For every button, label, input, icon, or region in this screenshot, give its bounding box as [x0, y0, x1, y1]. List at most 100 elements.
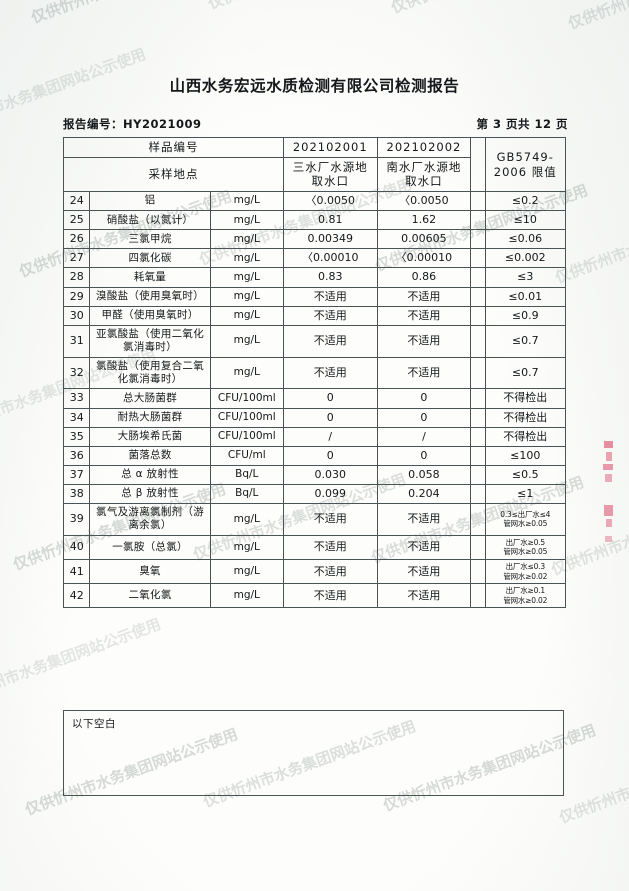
row-sample1-value: 0: [282, 407, 378, 428]
row-index: 30: [62, 305, 91, 326]
seal-fragment: [603, 464, 613, 470]
row-index: 33: [62, 388, 91, 409]
spacer-column: [470, 267, 486, 288]
table-row: 29 溴酸盐（使用臭氧时） mg/L 不适用 不适用 ≤0.01: [62, 286, 567, 307]
spacer-column: [470, 534, 486, 560]
row-item-name: 四氯化碳: [89, 248, 211, 269]
row-sample1-value: 0: [282, 388, 378, 409]
table-row: 30 甲醛（使用臭氧时） mg/L 不适用 不适用 ≤0.9: [62, 305, 567, 326]
row-sample1-value: 不适用: [282, 356, 378, 390]
row-sample2-value: /: [376, 426, 472, 447]
row-item-name: 大肠埃希氏菌: [89, 426, 211, 447]
row-sample1-value: 不适用: [282, 324, 378, 358]
header-sample-no-label: 样品编号: [63, 137, 284, 158]
row-sample2-value: 0: [376, 407, 472, 428]
row-sample2-value: 0: [376, 388, 472, 409]
spacer-column: [470, 464, 486, 485]
header-sample1-no: 202102001: [282, 137, 378, 158]
table-row: 32 氯酸盐（使用复合二氧化氯消毒时） mg/L 不适用 不适用 ≤0.7: [62, 356, 567, 390]
seal-fragment: [606, 519, 612, 527]
row-limit-value: ≤10: [484, 210, 567, 231]
row-unit: mg/L: [209, 502, 284, 536]
row-item-name: 臭氧: [89, 558, 211, 585]
table-row: 28 耗氧量 mg/L 0.83 0.86 ≤3: [62, 267, 567, 288]
row-sample2-value: 〈0.00010: [376, 248, 472, 269]
row-index: 27: [62, 248, 91, 269]
row-limit-value: 不得检出: [484, 426, 567, 447]
table-header-sampling-site: 采样地点 三水厂水源地 取水口 南水厂水源地 取水口: [63, 156, 566, 193]
row-sample1-value: 不适用: [282, 305, 378, 326]
row-sample2-value: 0.00605: [376, 229, 472, 250]
spacer-column: [470, 191, 486, 212]
row-item-name: 二氧化氯: [89, 583, 211, 609]
row-item-name: 菌落总数: [89, 445, 211, 466]
seal-fragment: [604, 441, 613, 448]
header-sample1-site: 三水厂水源地 取水口: [282, 156, 378, 193]
header-sampling-site-label: 采样地点: [63, 156, 284, 193]
spacer-column: [470, 483, 486, 504]
seal-fragment: [605, 536, 612, 542]
row-sample2-value: 0.86: [376, 267, 472, 288]
watermark-text: 仅供忻州市水务集团网站公示使用: [388, 0, 607, 18]
row-unit: CFU/100ml: [209, 407, 284, 428]
row-item-name: 甲醛（使用臭氧时）: [89, 305, 211, 326]
spacer-column: [470, 356, 486, 390]
header-sample1-site-line2: 取水口: [311, 174, 349, 189]
row-limit-value: ≤0.5: [484, 464, 567, 485]
row-unit: CFU/ml: [209, 445, 284, 466]
spacer-column: [470, 210, 486, 231]
row-unit: mg/L: [209, 583, 284, 609]
limit-line: 0.3≤出厂水≤4: [500, 509, 551, 519]
header-sample2-site-line2: 取水口: [405, 174, 443, 189]
row-index: 25: [62, 210, 91, 231]
spacer-column: [470, 136, 486, 193]
spacer-column: [470, 426, 486, 447]
header-sample1-site-line1: 三水厂水源地: [292, 159, 368, 174]
spacer-column: [470, 558, 486, 585]
table-row: 40 一氯胺（总氯） mg/L 不适用 不适用 出厂水≥0.5 管网水≥0.05: [62, 534, 567, 560]
row-index: 37: [62, 464, 91, 485]
row-sample1-value: 0.099: [282, 483, 378, 504]
row-limit-value: 不得检出: [484, 388, 567, 409]
spacer-column: [470, 248, 486, 269]
row-index: 32: [62, 356, 91, 390]
table-header-sample-no: 样品编号 202102001 202102002 GB5749- 2006 限值: [63, 136, 567, 193]
row-unit: mg/L: [209, 324, 284, 358]
table-row: 31 亚氯酸盐（使用二氧化氯消毒时） mg/L 不适用 不适用 ≤0.7: [62, 324, 567, 358]
row-item-name: 氯气及游离氯制剂（游离余氯）: [89, 502, 211, 536]
row-unit: mg/L: [209, 248, 284, 269]
header-sample2-no: 202102002: [376, 137, 472, 158]
table-row: 42 二氧化氯 mg/L 不适用 不适用 出厂水≥0.1 管网水≥0.02: [62, 583, 567, 609]
watermark-text: 仅供忻州市水务集团网站公示使用: [28, 0, 247, 28]
row-index: 42: [62, 583, 91, 609]
row-limit-value: ≤0.7: [484, 324, 567, 358]
spacer-column: [470, 229, 486, 250]
row-unit: CFU/100ml: [209, 426, 284, 447]
row-unit: mg/L: [209, 356, 284, 390]
row-sample2-value: 不适用: [376, 286, 472, 307]
table-row: 34 耐热大肠菌群 CFU/100ml 0 0 不得检出: [62, 407, 567, 428]
header-sample2-site-line1: 南水厂水源地: [386, 159, 462, 174]
header-limit-line2: 2006 限值: [493, 164, 557, 179]
table-row: 33 总大肠菌群 CFU/100ml 0 0 不得检出: [62, 388, 567, 409]
row-index: 34: [62, 407, 91, 428]
table-row: 26 三氯甲烷 mg/L 0.00349 0.00605 ≤0.06: [62, 229, 567, 250]
row-sample2-value: 1.62: [376, 210, 472, 231]
row-item-name: 总 β 放射性: [89, 483, 211, 504]
row-sample1-value: 不适用: [282, 558, 378, 585]
row-sample1-value: /: [282, 426, 378, 447]
watermark-text: 仅供忻州市水务集团网站公示使用: [205, 0, 424, 14]
row-item-name: 亚氯酸盐（使用二氧化氯消毒时）: [89, 324, 211, 358]
header-limit-standard: GB5749- 2006 限值: [484, 136, 567, 193]
row-index: 40: [62, 534, 91, 560]
row-item-name: 硝酸盐（以氮计）: [89, 210, 211, 231]
table-row: 24 铝 mg/L 〈0.0050 〈0.0050 ≤0.2: [62, 191, 567, 212]
row-limit-value: ≤0.2: [484, 191, 567, 212]
row-limit-value: ≤0.7: [484, 356, 567, 390]
row-sample1-value: 不适用: [282, 502, 378, 536]
limit-line: 管网水≥0.05: [503, 547, 548, 557]
row-index: 38: [62, 483, 91, 504]
row-unit: mg/L: [209, 229, 284, 250]
table-row: 36 菌落总数 CFU/ml 0 0 ≤100: [62, 445, 567, 466]
row-limit-value: ≤0.9: [484, 305, 567, 326]
